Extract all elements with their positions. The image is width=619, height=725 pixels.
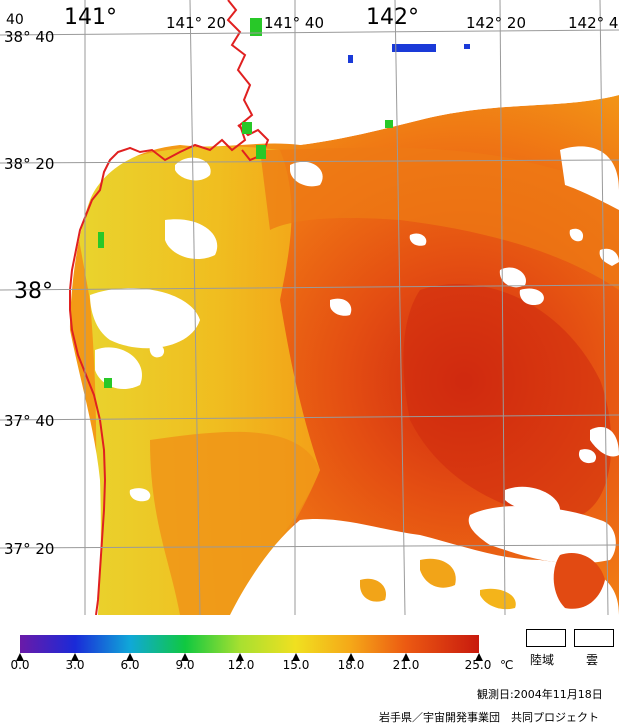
warm-tongue	[150, 431, 320, 615]
lat-label-37-40: 37° 40	[4, 412, 54, 430]
scale-tick-12: 12.0	[227, 658, 255, 672]
graticule	[0, 0, 619, 615]
hot-core	[403, 284, 612, 520]
scale-tick-marks	[16, 653, 483, 661]
lon-label-142-40: 142° 4	[568, 14, 618, 32]
lon-label-142-20: 142° 20	[466, 14, 526, 32]
scale-tick-3: 3.0	[65, 658, 85, 672]
lon-label-141-20: 141° 20	[166, 14, 226, 32]
scale-tick-25: 25.0	[464, 658, 492, 672]
lon-label-141-40: 141° 40	[264, 14, 324, 32]
scale-tick-18: 18.0	[337, 658, 365, 672]
lon-label-141: 141°	[64, 5, 117, 30]
credit-line: 岩手県／宇宙開発事業団 共同プロジェクト	[379, 711, 599, 724]
scale-tick-15: 15.0	[282, 658, 310, 672]
blue-spots	[348, 44, 470, 63]
coastline	[69, 0, 254, 615]
lat-label-38: 38°	[14, 279, 53, 304]
scale-tick-6: 6.0	[120, 658, 140, 672]
lon-label-142: 142°	[366, 5, 419, 30]
observation-date: 観測日:2004年11月18日	[477, 688, 603, 701]
lat-label-38-40: 38° 40	[4, 28, 54, 46]
cloud-swatch-label: 雲	[586, 653, 599, 667]
lat-label-38-20: 38° 20	[4, 155, 54, 173]
southern-sea-patches	[360, 552, 605, 610]
north-warm-water	[260, 147, 619, 290]
coastline-bay	[237, 124, 270, 162]
temperature-unit: ℃	[500, 658, 514, 672]
scale-tick-9: 9.0	[175, 658, 195, 672]
corner-label: 40	[6, 12, 24, 28]
cloud-patches	[90, 157, 619, 615]
scale-gradient	[20, 635, 479, 653]
cloud-patch-northeast	[560, 146, 619, 210]
sst-map: 40 141° 141° 20 141° 40 142° 142° 20 142…	[0, 0, 619, 615]
scale-tick-21: 21.0	[392, 658, 420, 672]
cold-spots	[98, 18, 393, 388]
cloud-area-north	[280, 0, 619, 145]
land-swatch	[526, 629, 566, 647]
lat-label-37-20: 37° 20	[4, 540, 54, 558]
color-scale-bar	[16, 635, 483, 661]
land-swatch-label: 陸域	[530, 653, 555, 667]
cloud-swatch	[574, 629, 614, 647]
scale-tick-0: 0.0	[10, 658, 30, 672]
